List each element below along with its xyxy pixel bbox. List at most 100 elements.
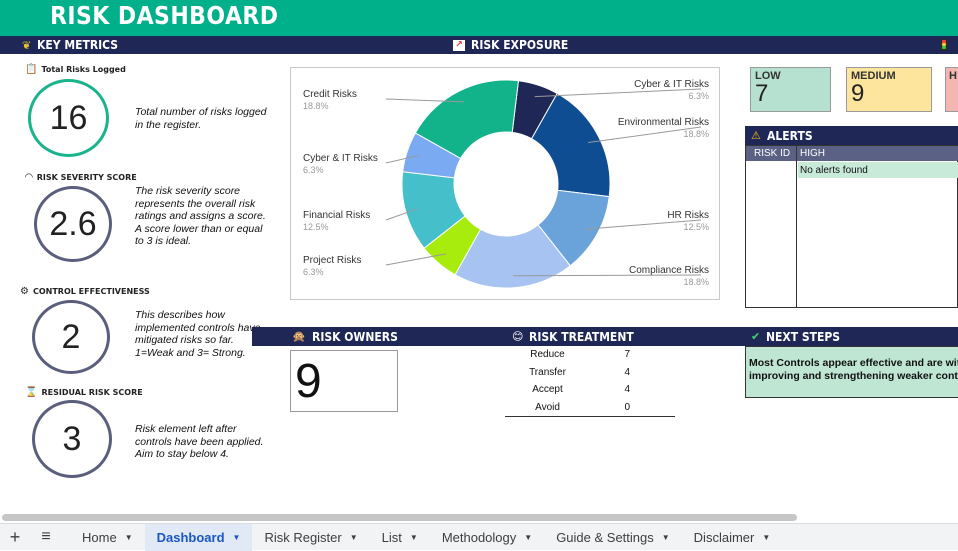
risk-owners-value-box: 9 [290, 350, 398, 412]
slice-percent: 6.3% [688, 91, 709, 101]
caret-down-icon[interactable]: ▼ [409, 532, 418, 542]
slice-label: Credit Risks [303, 89, 357, 100]
level-high: H [945, 67, 958, 112]
sheet-tab-home[interactable]: Home ▼ [70, 524, 145, 551]
residual-risk-circle: 3 [32, 400, 112, 478]
risk-exposure-header: ↗ RISK EXPOSURE [453, 36, 653, 54]
tab-label: Home [82, 529, 117, 545]
caret-down-icon[interactable]: ▼ [762, 532, 771, 542]
caret-down-icon[interactable]: ▼ [349, 532, 358, 542]
tab-label: Guide & Settings [556, 529, 654, 545]
total-risks-circle: 16 [28, 79, 109, 157]
slice-label: Environmental Risks [618, 117, 709, 128]
slice-percent: 18.8% [683, 129, 709, 139]
leader-line [385, 154, 419, 164]
sheet-tabs-bar: + ≡ Home ▼ Dashboard ▼ Risk Register ▼ List ▼ Me… [0, 523, 958, 551]
leader-line [588, 126, 702, 144]
tab-label: Dashboard [156, 529, 225, 545]
tab-label: Disclaimer [693, 529, 755, 545]
slice-percent: 12.5% [303, 222, 329, 232]
slice-label: Cyber & IT Risks [303, 153, 378, 164]
alerts-row-empty: No alerts found [798, 162, 958, 178]
treatment-row: Transfer 4 [529, 366, 630, 378]
leader-line [534, 88, 702, 98]
residual-desc: Risk element left after controls have bee… [135, 423, 264, 460]
tab-label: Risk Register [264, 529, 342, 545]
leader-line [385, 208, 418, 221]
sheet-tabs: Home ▼ Dashboard ▼ Risk Register ▼ List ▼ Method… [70, 523, 783, 551]
slice-label: Cyber & IT Risks [634, 79, 709, 90]
treatment-row: Accept 4 [532, 384, 630, 396]
risk-treatment-header: 😊 RISK TREATMENT [502, 327, 745, 346]
slice-percent: 6.3% [303, 267, 324, 277]
gauge-icon: ◠ [25, 172, 33, 183]
leader-line [385, 253, 447, 266]
sheet-tab-risk-register[interactable]: Risk Register ▼ [252, 524, 369, 551]
slice-percent: 18.8% [683, 277, 709, 287]
donut-slice [414, 79, 520, 160]
tab-label: List [381, 529, 402, 545]
scrollbar-thumb[interactable] [2, 514, 797, 521]
slice-percent: 6.3% [303, 165, 324, 175]
alerts-table: RISK ID HIGH No alerts found [745, 145, 958, 308]
caret-down-icon[interactable]: ▼ [661, 532, 670, 542]
treatment-row: Reduce 7 [530, 349, 630, 361]
slice-percent: 18.8% [303, 101, 329, 111]
leader-line [385, 98, 465, 103]
clipboard-icon: 📋 [25, 64, 38, 75]
slice-label: Project Risks [303, 255, 361, 266]
title-bar: RISK DASHBOARD [0, 0, 958, 36]
next-steps-text: Most Controls appear effective and are w… [745, 346, 958, 398]
residual-risk-value: 3 [62, 419, 82, 458]
leader-line [513, 274, 702, 277]
alerts-col-riskid [746, 146, 797, 307]
slice-label: HR Risks [667, 210, 709, 221]
slice-percent: 12.5% [683, 222, 709, 232]
hourglass-icon: ⌛ [25, 387, 38, 398]
metric-label-severity: ◠ RISK SEVERITY SCORE [25, 172, 137, 183]
sheet-tab-methodology[interactable]: Methodology ▼ [430, 524, 544, 551]
control-effectiveness-circle: 2 [32, 300, 110, 374]
section-header-band [0, 36, 958, 54]
caret-down-icon[interactable]: ▼ [232, 532, 241, 542]
metric-label-residual: ⌛ RESIDUAL RISK SCORE [25, 387, 143, 398]
sheet-tab-guide-settings[interactable]: Guide & Settings ▼ [544, 524, 681, 551]
caret-down-icon[interactable]: ▼ [524, 532, 533, 542]
traffic-light-icon [940, 39, 948, 51]
severity-score-value: 2.6 [49, 204, 97, 243]
chart-icon: ↗ [453, 39, 465, 51]
caret-down-icon[interactable]: ▼ [124, 532, 133, 542]
all-sheets-menu-icon[interactable]: ≡ [41, 528, 51, 545]
risk-treatment-table: Reduce 7 Transfer 4 Accept 4 Avoid 0 [505, 346, 675, 417]
sheet-tab-dashboard[interactable]: Dashboard ▼ [144, 523, 253, 551]
total-risks-desc: Total number of risks logged in the regis… [135, 106, 267, 131]
tab-label: Methodology [441, 529, 517, 545]
add-sheet-icon[interactable]: + [9, 526, 21, 547]
severity-score-circle: 2.6 [34, 186, 112, 262]
leader-line [586, 219, 702, 230]
monkey-icon: 🙊 [292, 330, 306, 343]
alerts-col-header-riskid: RISK ID [746, 146, 797, 161]
warning-icon: ⚠ [751, 129, 761, 142]
risk-owners-value: 9 [295, 354, 322, 408]
alerts-col-header-high: HIGH [797, 146, 958, 161]
slice-label: Financial Risks [303, 210, 370, 221]
level-low: LOW 7 [750, 67, 831, 112]
metric-label-total: 📋 Total Risks Logged [25, 64, 126, 75]
gear-icon: ⚙ [20, 286, 29, 297]
risk-exposure-chart: Cyber & IT Risks 6.3% Environmental Risks 1… [290, 67, 720, 300]
control-desc: This describes how implemented controls h… [135, 309, 261, 359]
total-risks-value: 16 [49, 98, 88, 137]
dashboard-title: RISK DASHBOARD [50, 1, 279, 30]
key-metrics-header: ❦ KEY METRICS [22, 38, 119, 52]
alerts-header: ⚠ ALERTS [745, 126, 958, 145]
metric-label-control: ⚙ CONTROL EFFECTIVENESS [20, 286, 150, 297]
sheet-tab-disclaimer[interactable]: Disclaimer ▼ [682, 524, 783, 551]
next-steps-header: ✔ NEXT STEPS [745, 327, 958, 346]
severity-desc: The risk severity score represents the ov… [135, 185, 266, 247]
treatment-row: Avoid 0 [535, 401, 630, 413]
control-effectiveness-value: 2 [61, 317, 81, 356]
slice-label: Compliance Risks [629, 265, 709, 276]
sheet-tab-list[interactable]: List ▼ [370, 524, 430, 551]
